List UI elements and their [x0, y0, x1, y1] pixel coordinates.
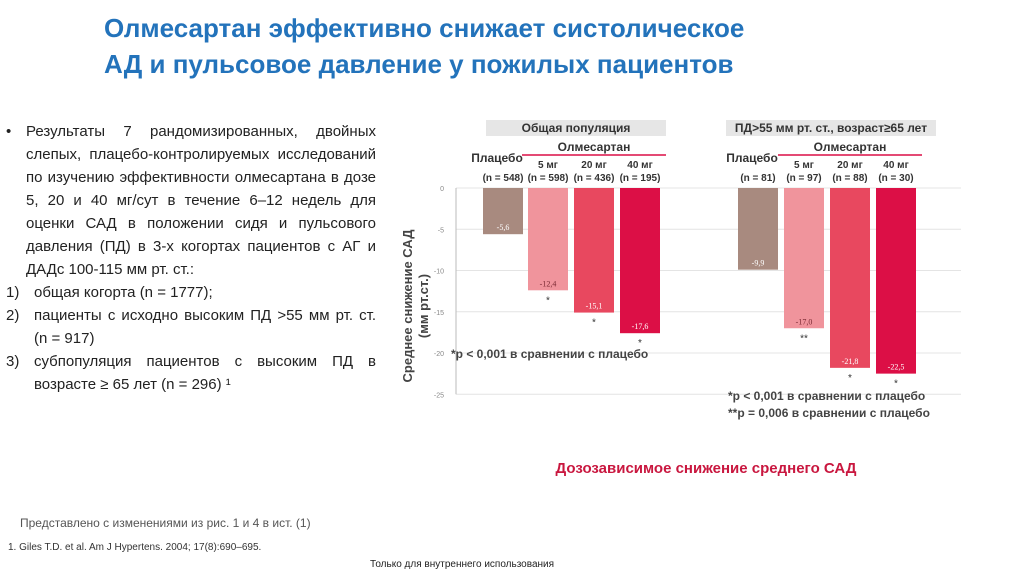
y-tick-label: -10: [434, 269, 444, 276]
value-label: -5,6: [497, 223, 510, 232]
description-panel: • Результаты 7 рандомизированных, двойны…: [6, 120, 376, 396]
bar: [830, 188, 870, 368]
n-label: (n = 97): [786, 173, 821, 184]
footnote: *р < 0,001 в сравнении с плацебо: [728, 389, 925, 403]
bullet-dot: •: [6, 123, 12, 140]
reference: 1. Giles T.D. et al. Am J Hypertens. 200…: [8, 542, 262, 553]
category-label: 40 мг: [883, 160, 908, 171]
group-header-band: [726, 120, 936, 136]
chart-subtitle: Дозозависимое снижение среднего САД: [556, 460, 857, 477]
source-note: Представлено с изменениями из рис. 1 и 4…: [20, 516, 311, 530]
bullet-item: • Результаты 7 рандомизированных, двойны…: [6, 120, 376, 281]
footer-text: Только для внутреннего использования: [370, 559, 555, 570]
cohort-text: общая когорта (n = 1777);: [34, 284, 213, 301]
group-header-band: [486, 120, 666, 136]
y-tick-label: -5: [438, 227, 444, 234]
value-label: -22,5: [888, 363, 905, 372]
value-label: -17,6: [632, 322, 649, 331]
value-label: -9,9: [752, 259, 765, 268]
bar: [876, 188, 916, 374]
footnote: **р = 0,006 в сравнении с плацебо: [728, 406, 930, 420]
significance-mark: *: [848, 373, 852, 384]
bar: [528, 188, 568, 291]
bar-chart: 0 -5 -10 -15 -20 -25 Среднее снижение САД(мм р…: [400, 120, 961, 477]
cohort-number: 1): [6, 284, 20, 301]
n-label: (n = 598): [528, 173, 569, 184]
n-label: (n = 81): [740, 173, 775, 184]
cohort-item-1: 1) общая когорта (n = 1777);: [6, 281, 376, 304]
cohort-text: субпопуляция пациентов с высоким ПД в во…: [34, 353, 376, 393]
significance-mark: *: [638, 338, 642, 349]
drug-label: Олмесартан: [814, 140, 887, 154]
footnote: *р < 0,001 в сравнении с плацебо: [451, 347, 648, 361]
cohort-item-3: 3) субпопуляция пациентов с высоким ПД в…: [6, 350, 376, 396]
bar: [483, 188, 523, 235]
drug-label: Олмесартан: [558, 140, 631, 154]
significance-mark: **: [800, 333, 808, 344]
category-label: 40 мг: [627, 160, 652, 171]
title-line-1: Олмесартан эффективно снижает систоличес…: [104, 13, 745, 43]
value-label: -12,4: [540, 279, 557, 288]
n-label: (n = 195): [620, 173, 661, 184]
bullet-text: Результаты 7 рандомизированных, двойных …: [26, 123, 376, 278]
y-tick-label: -25: [434, 392, 444, 399]
y-tick-label: -15: [434, 310, 444, 317]
cohort-text: пациенты с исходно высоким ПД >55 мм рт.…: [34, 307, 376, 347]
y-axis-label: Среднее снижение САД(мм рт.ст.): [400, 229, 431, 383]
bar: [574, 188, 614, 313]
category-label: Плацебо: [726, 151, 778, 165]
group-header: ПД>55 мм рт. ст., возраст≥65 лет: [735, 121, 927, 135]
title-line-2: АД и пульсовое давление у пожилых пациен…: [104, 49, 734, 79]
y-tick-label: 0: [440, 186, 444, 193]
y-tick-label: -20: [434, 351, 444, 358]
significance-mark: *: [894, 379, 898, 390]
n-label: (n = 30): [878, 173, 913, 184]
cohort-number: 3): [6, 353, 20, 370]
significance-mark: *: [546, 295, 550, 306]
group-header: Общая популяция: [522, 121, 631, 135]
value-label: -21,8: [842, 357, 859, 366]
bar: [738, 188, 778, 270]
cohort-number: 2): [6, 307, 20, 324]
category-label: Плацебо: [471, 151, 523, 165]
bar: [620, 188, 660, 334]
category-label: 20 мг: [837, 160, 862, 171]
n-label: (n = 436): [574, 173, 615, 184]
value-label: -17,0: [796, 317, 813, 326]
page-title: Олмесартан эффективно снижает систоличес…: [104, 10, 904, 82]
n-label: (n = 548): [483, 173, 524, 184]
category-label: 5 мг: [538, 160, 558, 171]
value-label: -15,1: [586, 302, 603, 311]
bar: [784, 188, 824, 329]
category-label: 20 мг: [581, 160, 606, 171]
n-label: (n = 88): [832, 173, 867, 184]
cohort-item-2: 2) пациенты с исходно высоким ПД >55 мм …: [6, 304, 376, 350]
category-label: 5 мг: [794, 160, 814, 171]
significance-mark: *: [592, 318, 596, 329]
